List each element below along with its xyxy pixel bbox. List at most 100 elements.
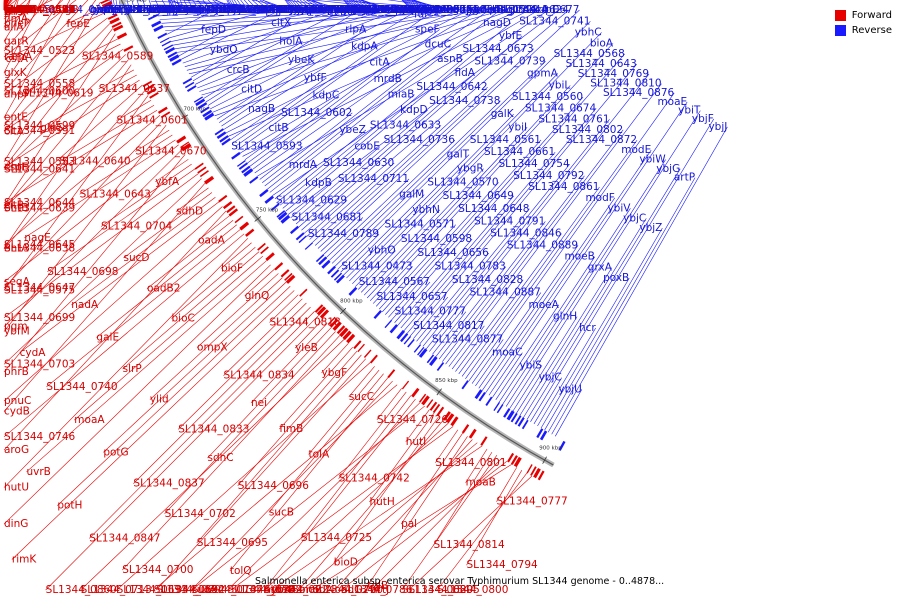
- reverse-gene-label: ispA: [112, 4, 135, 16]
- forward-gene-label: entB: [4, 202, 28, 214]
- reverse-feature: [153, 24, 164, 32]
- forward-feature: [432, 403, 441, 414]
- reverse-gene-label: kdpE: [533, 4, 559, 16]
- leader-line: [331, 100, 501, 264]
- reverse-gene-label: SL1344_0630: [323, 157, 394, 169]
- reverse-gene-label: rlpA: [345, 24, 367, 36]
- forward-gene-label: slrP: [123, 363, 142, 375]
- leader-line: [3, 120, 164, 289]
- forward-gene-label: SL1344_0467: [4, 4, 75, 16]
- reverse-feature: [298, 235, 307, 244]
- forward-gene-label: SL1344_0640: [59, 155, 130, 167]
- reverse-gene-label: proS: [148, 4, 172, 16]
- reverse-gene-label: modE: [621, 144, 651, 156]
- forward-gene-label: SL1344_0724: [264, 584, 336, 596]
- forward-feature: [387, 369, 396, 379]
- map-caption: Salmonella enterica subsp. enterica sero…: [255, 576, 665, 587]
- reverse-gene-label: SL1344_0415: [351, 4, 422, 16]
- leader-line: [133, 306, 311, 484]
- leader-line: [433, 451, 493, 546]
- leader-line: [326, 0, 467, 11]
- reverse-gene-label: SL1344_0519: [227, 4, 298, 16]
- reverse-gene-label: yafK: [95, 4, 119, 16]
- reverse-gene-label: ybeZ: [339, 124, 366, 136]
- leader-line: [312, 125, 442, 243]
- leader-line: [3, 84, 143, 208]
- leader-line: [485, 149, 652, 394]
- reverse-gene-label: SL1344_0677: [508, 4, 579, 16]
- forward-gene-label: arcC: [4, 4, 28, 16]
- forward-gene-label: fimF: [4, 4, 27, 16]
- forward-gene-label: sdhC: [207, 452, 233, 464]
- reverse-gene-label: SL1344_0430: [269, 4, 340, 16]
- reverse-gene-label: pagN: [327, 4, 355, 16]
- reverse-gene-label: acrA: [246, 4, 271, 16]
- forward-gene-label: ybgB: [52, 4, 79, 16]
- leader-line: [401, 455, 498, 591]
- reverse-gene-label: rof: [97, 4, 112, 16]
- forward-gene-label: SL1344_0471: [4, 4, 75, 16]
- reverse-gene-label: asnB: [437, 53, 463, 65]
- reverse-gene-label: SL1344_0642: [416, 81, 487, 93]
- leader-line: [201, 9, 504, 96]
- forward-gene-label: entF: [4, 161, 27, 173]
- leader-line: [3, 0, 18, 28]
- forward-gene-label: aroG: [4, 444, 29, 456]
- leader-line: [3, 54, 126, 170]
- reverse-gene-label: moeB: [565, 251, 595, 263]
- reverse-gene-label: SL1344_0592: [468, 4, 539, 16]
- tick-label: 800 kbp: [340, 298, 363, 304]
- reverse-feature: [169, 54, 180, 62]
- reverse-gene-label: ampH: [150, 4, 181, 16]
- reverse-feature: [485, 396, 493, 406]
- reverse-gene-label: SL1344_0555: [402, 4, 473, 16]
- leader-line: [3, 17, 108, 95]
- forward-feature: [101, 1, 113, 9]
- leader-line: [406, 108, 597, 334]
- reverse-gene-label: cyoB: [168, 4, 194, 16]
- tick-mark: [120, 4, 129, 9]
- forward-gene-label: SL1344_0619: [22, 88, 93, 100]
- backbone-line: [120, 0, 554, 466]
- forward-gene-label: hemH: [4, 4, 35, 16]
- reverse-feature: [193, 96, 204, 103]
- reverse-gene-label: SL1344_0560: [512, 91, 583, 103]
- reverse-gene-label: bioA: [590, 37, 614, 49]
- forward-gene-label: tolQ: [230, 565, 252, 577]
- reverse-gene-label: cyoC: [150, 4, 176, 16]
- leader-line: [475, 292, 542, 387]
- leader-line: [203, 69, 250, 99]
- leader-line: [177, 302, 307, 430]
- forward-feature: [111, 21, 122, 29]
- leader-line: [458, 233, 562, 375]
- reverse-gene-label: cyoD: [427, 4, 454, 16]
- reverse-gene-label: citX: [271, 17, 291, 29]
- leader-line: [252, 29, 440, 170]
- forward-gene-label: ppiD: [4, 4, 28, 16]
- forward-gene-label: foxA: [4, 4, 28, 16]
- forward-swatch: [834, 10, 846, 21]
- leader-line: [478, 245, 579, 389]
- forward-feature: [218, 194, 228, 203]
- reverse-gene-label: SL1344_0817: [413, 320, 484, 332]
- leader-line: [3, 110, 158, 204]
- reverse-gene-label: SL1344_0346: [104, 4, 176, 16]
- reverse-feature: [221, 138, 231, 146]
- reverse-gene-label: SL1344_0571: [385, 219, 456, 231]
- leader-line: [196, 354, 362, 544]
- reverse-feature: [506, 410, 515, 421]
- forward-gene-label: yleB: [295, 342, 318, 354]
- reverse-gene-label: fur: [414, 8, 429, 20]
- leader-line: [400, 195, 515, 329]
- leader-line: [98, 69, 135, 90]
- leader-line: [263, 398, 416, 591]
- forward-feature: [123, 45, 134, 52]
- leader-line: [264, 422, 449, 591]
- reverse-gene-label: citE: [492, 4, 511, 16]
- leader-line: [481, 197, 616, 391]
- tick-label: 750 kbp: [256, 207, 279, 213]
- leader-line: [300, 395, 412, 539]
- leader-line: [164, 331, 336, 515]
- leader-line: [5, 12, 106, 60]
